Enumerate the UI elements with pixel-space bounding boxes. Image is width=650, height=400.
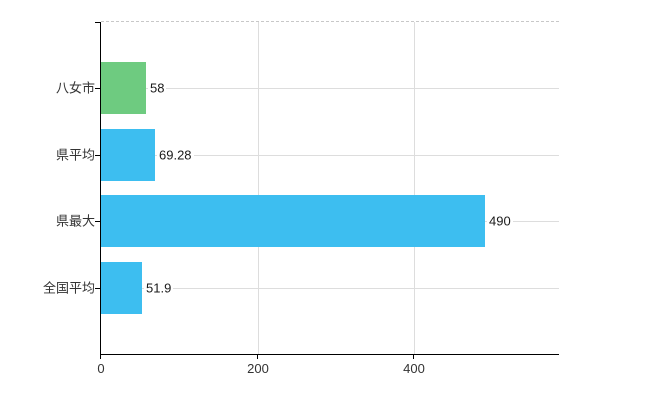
x-tick-label: 400 xyxy=(403,361,425,376)
category-label: 全国平均 xyxy=(42,280,95,296)
x-tick-label: 0 xyxy=(97,361,105,376)
h-gridline xyxy=(101,288,559,289)
y-axis-tick xyxy=(95,288,101,289)
plot-top-border xyxy=(101,21,559,22)
category-label: 八女市 xyxy=(55,80,95,96)
v-gridline xyxy=(414,22,415,354)
x-axis xyxy=(100,354,559,355)
y-axis-top-tick xyxy=(95,22,101,23)
bar xyxy=(101,62,146,114)
bar-value-label: 490 xyxy=(487,213,513,229)
y-axis-tick xyxy=(95,88,101,89)
bar-value-label: 51.9 xyxy=(144,280,174,296)
v-gridline xyxy=(258,22,259,354)
x-axis-tick xyxy=(100,355,101,359)
bar xyxy=(101,195,485,247)
h-gridline xyxy=(101,88,559,89)
category-label: 県最大 xyxy=(55,213,95,229)
category-label: 県平均 xyxy=(55,147,95,163)
h-gridline xyxy=(101,155,559,156)
x-axis-tick xyxy=(413,355,414,359)
y-axis-tick xyxy=(95,155,101,156)
bar-value-label: 58 xyxy=(148,80,167,96)
bar xyxy=(101,129,155,181)
y-axis xyxy=(100,22,101,355)
bar-value-label: 69.28 xyxy=(157,147,194,163)
x-tick-label: 200 xyxy=(247,361,269,376)
bar xyxy=(101,262,142,314)
x-axis-tick xyxy=(257,355,258,359)
y-axis-tick xyxy=(95,221,101,222)
